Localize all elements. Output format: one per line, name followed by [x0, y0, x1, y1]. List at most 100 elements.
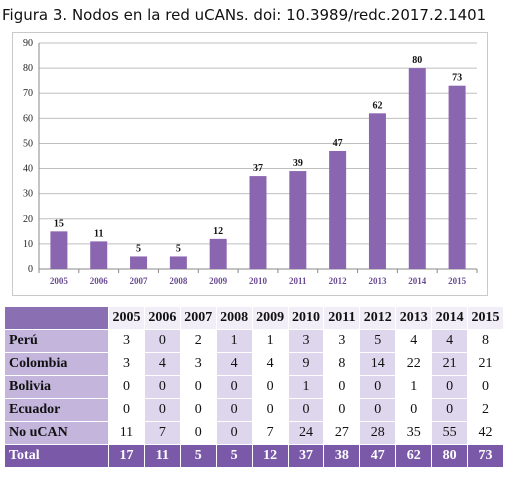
table-cell: 0: [108, 375, 145, 399]
x-tick-label: 2006: [90, 276, 109, 286]
table-total-cell: 5: [215, 444, 253, 468]
table-total-cell: 37: [287, 444, 325, 468]
table-total-label: Total: [4, 444, 109, 468]
table-cell: 24: [287, 421, 325, 445]
x-tick-label: 2012: [329, 276, 348, 286]
table-cell: 3: [108, 352, 145, 376]
table-year-header: 2014: [431, 306, 469, 330]
table-row: Perú 3 0 2 1 1 3 3 5 4 4 8: [4, 329, 504, 353]
table-year-header: 2010: [287, 306, 325, 330]
table-header-row: 2005 2006 2007 2008 2009 2010 2011 2012 2013 2014…: [4, 306, 504, 330]
x-tick-label: 2013: [368, 276, 387, 286]
bar: [90, 241, 108, 269]
data-label: 37: [253, 163, 263, 174]
x-tick-label: 2005: [50, 276, 68, 286]
y-tick-label: 90: [23, 38, 33, 49]
table-cell: 0: [251, 375, 289, 399]
data-label: 11: [94, 228, 103, 239]
table-cell: 42: [467, 421, 504, 445]
y-tick-label: 40: [23, 164, 33, 175]
data-label: 73: [452, 73, 462, 84]
table-cell: 27: [323, 421, 361, 445]
table-year-header: 2006: [143, 306, 181, 330]
table-row: Colombia 3 4 3 4 4 9 8 14 22 21 21: [4, 352, 504, 376]
chart-frame: 0 10 20 30 40 50 60 70 80 90 15 2005 11 2006 5 2007 5 200…: [12, 32, 488, 296]
bar: [329, 150, 347, 269]
table-cell: 4: [431, 329, 469, 353]
bar: [50, 231, 68, 269]
table-cell: 3: [323, 329, 361, 353]
table-cell: 0: [143, 398, 181, 422]
table-cell: 9: [287, 352, 325, 376]
table-total-cell: 47: [359, 444, 397, 468]
table-cell: 0: [179, 421, 217, 445]
y-tick-label: 50: [23, 138, 33, 149]
table-cell: 1: [215, 329, 253, 353]
table-row: No uCAN 11 7 0 0 7 24 27 28 35 55 42: [4, 421, 504, 445]
data-label: 12: [213, 226, 223, 237]
table-cell: 4: [143, 352, 181, 376]
bar: [289, 171, 307, 269]
table-total-cell: 17: [108, 444, 145, 468]
table-row: Ecuador 0 0 0 0 0 0 0 0 0 0 2: [4, 398, 504, 422]
table-cell: 14: [359, 352, 397, 376]
table-total-cell: 80: [431, 444, 469, 468]
table-cell: 0: [431, 398, 469, 422]
table-cell: 0: [323, 398, 361, 422]
data-label: 5: [176, 243, 181, 254]
table-row-label: Bolivia: [4, 375, 109, 399]
bar: [209, 238, 227, 269]
table-cell: 0: [359, 398, 397, 422]
table-year-header: 2007: [179, 306, 217, 330]
table-cell: 1: [287, 375, 325, 399]
bar: [249, 176, 267, 269]
data-label: 62: [372, 100, 382, 111]
bar: [130, 256, 148, 269]
table-cell: 21: [467, 352, 504, 376]
figure-caption: Figura 3. Nodos en la red uCANs. doi: 10…: [2, 6, 487, 24]
data-label: 39: [293, 158, 303, 169]
table-cell: 1: [395, 375, 433, 399]
data-label: 5: [136, 243, 141, 254]
table-row-label: No uCAN: [4, 421, 109, 445]
table-cell: 0: [179, 375, 217, 399]
table-cell: 0: [395, 398, 433, 422]
table-cell: 3: [287, 329, 325, 353]
x-tick-label: 2007: [130, 276, 149, 286]
y-tick-label: 60: [23, 113, 33, 124]
table-row-label: Colombia: [4, 352, 109, 376]
table-year-header: 2009: [251, 306, 289, 330]
y-tick-label: 80: [23, 63, 33, 74]
data-label: 80: [412, 55, 422, 66]
table-row-label: Ecuador: [4, 398, 109, 422]
table-total-cell: 38: [323, 444, 361, 468]
table-year-header: 2012: [359, 306, 397, 330]
bar: [408, 68, 426, 269]
table-cell: 21: [431, 352, 469, 376]
data-table-container: 2005 2006 2007 2008 2009 2010 2011 2012 2013 2014…: [4, 306, 504, 468]
table-year-header: 2008: [215, 306, 253, 330]
x-tick-label: 2010: [249, 276, 268, 286]
table-corner: [4, 306, 109, 330]
table-cell: 0: [108, 398, 145, 422]
table-cell: 0: [251, 398, 289, 422]
bar: [368, 113, 386, 269]
table-cell: 22: [395, 352, 433, 376]
table-body: Perú 3 0 2 1 1 3 3 5 4 4 8 Colombia 3 4 3 4 4 9 8 14 22 21 21 Bo…: [4, 329, 504, 468]
table-total-cell: 5: [179, 444, 217, 468]
x-tick-label: 2014: [408, 276, 427, 286]
table-cell: 3: [179, 352, 217, 376]
table-cell: 0: [359, 375, 397, 399]
table-total-cell: 73: [467, 444, 504, 468]
x-tick-label: 2015: [448, 276, 467, 286]
table-cell: 0: [431, 375, 469, 399]
y-tick-label: 20: [23, 214, 33, 225]
table-cell: 7: [251, 421, 289, 445]
x-tick-label: 2008: [169, 276, 188, 286]
table-row: Bolivia 0 0 0 0 0 1 0 0 1 0 0: [4, 375, 504, 399]
x-tick-label: 2009: [209, 276, 228, 286]
data-label: 15: [54, 218, 64, 229]
table-cell: 11: [108, 421, 145, 445]
bar-chart: 0 10 20 30 40 50 60 70 80 90 15 2005 11 2006 5 2007 5 200…: [23, 38, 478, 286]
table-cell: 0: [287, 398, 325, 422]
